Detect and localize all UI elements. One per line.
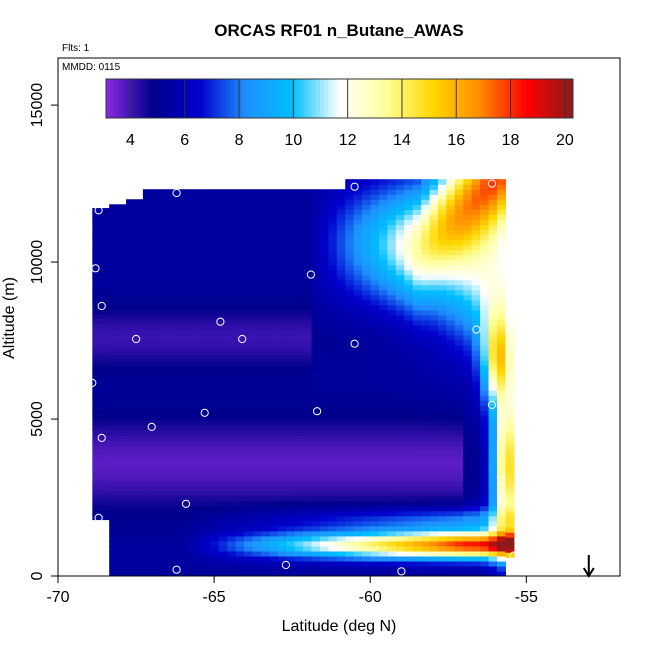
y-tick-label: 0 — [29, 571, 46, 580]
flights-note: Flts: 1 — [62, 43, 90, 54]
sample-point — [238, 334, 247, 344]
sample-point — [281, 560, 290, 570]
sample-point — [88, 378, 97, 387]
sample-point — [509, 551, 518, 560]
sample-point — [97, 565, 106, 574]
takeoff-arrow — [582, 555, 595, 578]
plot-frame — [57, 57, 621, 577]
colorbar-tick-label: 18 — [502, 132, 520, 149]
x-tick-label: -65 — [203, 589, 226, 606]
colorbar-tick-label: 10 — [284, 132, 302, 149]
sample-point — [94, 206, 103, 215]
sample-points — [88, 179, 518, 576]
sample-point — [487, 400, 497, 409]
sample-point — [91, 264, 100, 273]
sample-point — [94, 513, 103, 523]
sample-point — [350, 339, 359, 348]
sample-point — [313, 407, 322, 416]
x-axis: -70 -65 -60 -55 — [46, 576, 538, 606]
y-tick-label: 15000 — [29, 83, 46, 128]
sample-point — [306, 270, 315, 279]
sample-point — [147, 422, 156, 431]
colorbar-tick-label: 20 — [556, 132, 574, 149]
colorbar: 4 6 8 10 12 14 16 18 20 — [105, 78, 574, 149]
sample-point — [172, 188, 181, 198]
sample-point — [181, 499, 191, 508]
x-tick-label: -55 — [515, 589, 538, 606]
y-axis-label: Altitude (m) — [1, 277, 18, 359]
colorbar-tick-label: 12 — [339, 132, 357, 149]
sample-point — [200, 408, 209, 417]
x-tick-label: -60 — [359, 589, 382, 606]
x-tick-label: -70 — [46, 589, 69, 606]
colorbar-tick-label: 6 — [180, 132, 189, 149]
sample-point — [397, 567, 406, 576]
chart-title: ORCAS RF01 n_Butane_AWAS — [214, 21, 463, 40]
date-note: MMDD: 0115 — [62, 62, 121, 73]
sample-point — [487, 179, 497, 188]
sample-point — [497, 476, 506, 485]
sample-point — [350, 182, 359, 191]
colorbar-tick-label: 16 — [447, 132, 465, 149]
y-tick-label: 10000 — [29, 240, 46, 285]
sample-point — [97, 433, 106, 442]
sample-point — [472, 325, 481, 334]
sample-point — [97, 301, 106, 311]
x-axis-label: Latitude (deg N) — [282, 618, 397, 635]
heatmap-layer — [92, 179, 515, 576]
sample-point — [172, 565, 181, 574]
colorbar-tick-label: 14 — [393, 132, 411, 149]
colorbar-tick-label: 4 — [126, 132, 135, 149]
sample-point — [132, 334, 141, 344]
sample-point — [216, 317, 225, 326]
y-axis: 0 5000 10000 15000 — [29, 83, 58, 580]
colorbar-tick-label: 8 — [235, 132, 244, 149]
y-tick-label: 5000 — [29, 401, 46, 437]
